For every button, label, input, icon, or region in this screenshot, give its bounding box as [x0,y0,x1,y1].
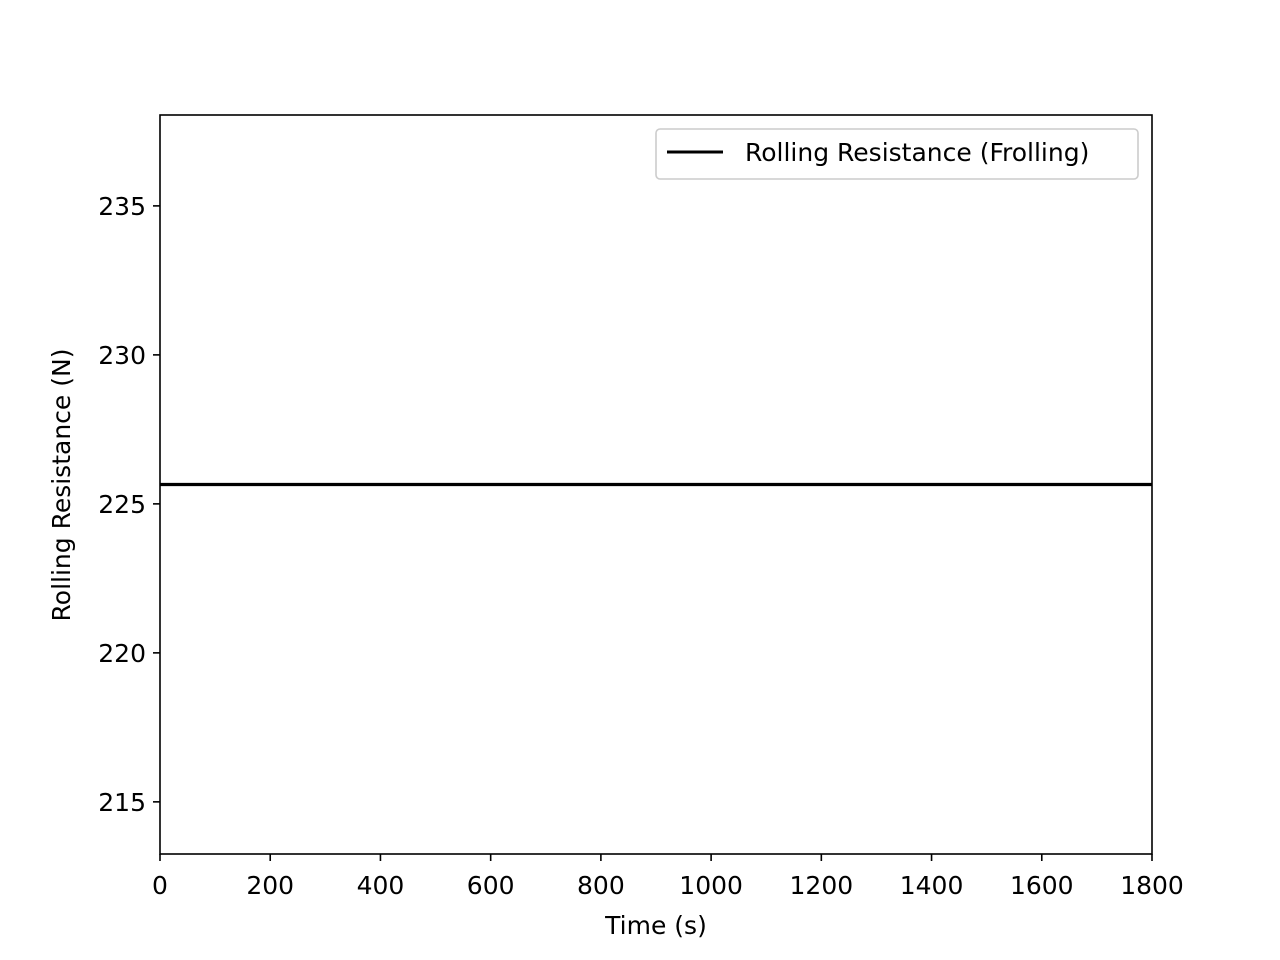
y-tick-label: 215 [98,788,146,817]
x-tick-label: 1400 [900,871,964,900]
y-tick-label: 235 [98,192,146,221]
x-tick-label: 600 [467,871,515,900]
legend: Rolling Resistance (Frolling) [655,128,1139,180]
x-tick-label: 1000 [679,871,743,900]
y-tick-label: 230 [98,341,146,370]
x-tick-label: 200 [246,871,294,900]
legend-entry-label: Rolling Resistance (Frolling) [745,138,1089,167]
y-tick-label: 220 [98,639,146,668]
x-axis-label: Time (s) [604,911,707,940]
x-tick-label: 1200 [790,871,854,900]
x-axis-ticks: 0 200 400 600 800 1000 1200 1400 1600 1800 [152,854,1184,900]
x-tick-label: 1600 [1010,871,1074,900]
y-axis-ticks: 215 220 225 230 235 [98,192,160,817]
x-tick-label: 400 [357,871,405,900]
y-axis-label: Rolling Resistance (N) [47,349,76,622]
y-tick-label: 225 [98,490,146,519]
plot-frame [159,114,1153,855]
x-tick-label: 1800 [1120,871,1184,900]
legend-box [655,128,1139,180]
x-tick-label: 800 [577,871,625,900]
x-tick-label: 0 [152,871,168,900]
